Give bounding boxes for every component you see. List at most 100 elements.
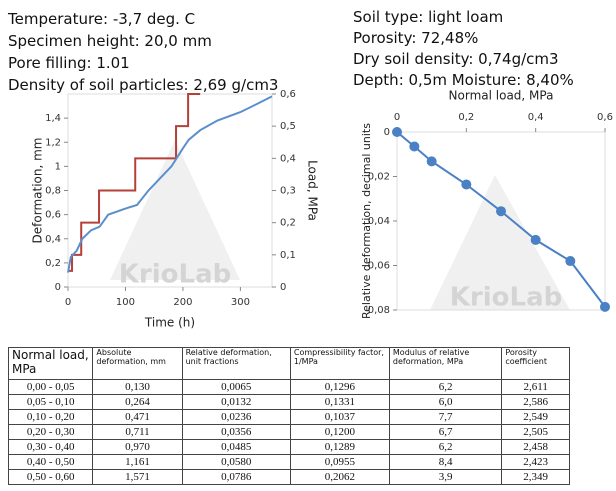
table-cell: 0,0236 — [181, 409, 291, 425]
x-tick-label: 0 — [394, 112, 400, 123]
table-cell: 0,471 — [92, 409, 183, 425]
info-line: Pore filling: 1.01 — [8, 54, 130, 72]
info-line: Depth: 0,5m Moisture: 8,40% — [353, 71, 574, 89]
charts: Temperature: -3,7 deg. C Specimen height:… — [7, 8, 613, 330]
table-cell: 0,30 - 0,40 — [7, 439, 94, 455]
table-cell: 0,50 - 0,60 — [7, 469, 94, 485]
y2-tick-label: 0,5 — [280, 121, 296, 132]
table-cell: 2,611 — [501, 379, 570, 395]
table-cell: 0,1037 — [289, 409, 390, 425]
table-row: 0,50 - 0,60 1,571 0,0786 0,2062 3,9 2,349 — [7, 469, 570, 485]
table-cell: 0,711 — [92, 424, 183, 440]
point — [409, 141, 420, 152]
column-header: Porosity coefficient — [501, 347, 570, 380]
y2-tick-label: 0,2 — [280, 218, 296, 229]
table-cell: 0,00 - 0,05 — [7, 379, 94, 395]
series-line — [67, 95, 273, 273]
table-cell: 0,20 - 0,30 — [7, 424, 94, 440]
y-tick-label: 0,8 — [45, 186, 61, 197]
y-tick-label: 1,4 — [45, 113, 61, 124]
y-axis-label: Deformation, mm — [31, 138, 45, 244]
table-cell: 0,0065 — [181, 379, 291, 395]
y-axis-label: Relative deformation, decimal units — [360, 123, 373, 319]
column-header: Modulus of relative deformation, MPa — [388, 347, 503, 380]
y-tick-label: 0,06 — [368, 261, 390, 272]
table-row: 0,05 - 0,10 0,264 0,0132 0,1331 6,0 2,586 — [7, 394, 570, 410]
info-line: Dry soil density: 0,74g/cm3 — [353, 50, 559, 68]
y-tick-label: 0,2 — [45, 258, 61, 269]
table-cell: 3,9 — [388, 469, 503, 485]
watermark-shape — [110, 140, 240, 280]
y-tick-label: 0 — [55, 282, 61, 293]
table-cell: 6,2 — [388, 379, 503, 395]
point — [565, 256, 576, 267]
y2-tick-label: 0,6 — [280, 89, 296, 100]
table-cell: 1,571 — [92, 469, 183, 485]
table-cell: 0,1289 — [289, 439, 390, 455]
table-cell: 0,1296 — [289, 379, 390, 395]
table-row: 0,00 - 0,05 0,130 0,0065 0,1296 6,2 2,611 — [7, 379, 570, 395]
column-header: Normal load, MPa — [7, 347, 94, 380]
point — [600, 301, 610, 312]
info-line: Porosity: 72,48% — [353, 29, 478, 47]
x-axis-label: Normal load, MPa — [449, 89, 554, 103]
y2-axis-label: Load, MPa — [306, 160, 320, 221]
table-cell: 0,0132 — [181, 394, 291, 410]
y2-tick-label: 0,1 — [280, 250, 296, 261]
table-cell: 0,10 - 0,20 — [7, 409, 94, 425]
table-cell: 2,505 — [501, 424, 570, 440]
info-line: Temperature: -3,7 deg. C — [7, 10, 195, 28]
column-header: Relative deformation, unit fractions — [181, 347, 291, 380]
x-tick-label: 0,4 — [528, 112, 544, 123]
table-cell: 2,423 — [501, 454, 570, 470]
info-line: Density of soil particles: 2,69 g/cm3 — [8, 76, 278, 94]
table-cell: 2,549 — [501, 409, 570, 425]
table-cell: 0,970 — [92, 439, 183, 455]
table-cell: 6,7 — [388, 424, 503, 440]
table-cell: 0,130 — [92, 379, 183, 395]
watermark: KrioLab — [450, 283, 562, 313]
info-line: Soil type: light loam — [353, 8, 503, 26]
table-cell: 0,2062 — [289, 469, 390, 485]
point — [461, 179, 472, 190]
point — [496, 206, 506, 217]
table-row: 0,20 - 0,30 0,711 0,0356 0,1200 6,7 2,505 — [7, 424, 570, 440]
table-cell: 0,0356 — [181, 424, 291, 440]
data-table: Normal load, MPa Absolute deformation, mm… — [7, 347, 570, 485]
y-tick-label: 0,6 — [45, 210, 61, 221]
column-header: Absolute deformation, mm — [92, 347, 183, 380]
table-row: 0,30 - 0,40 0,970 0,0485 0,1289 6,2 2,458 — [7, 439, 570, 455]
table-cell: 1,161 — [92, 454, 183, 470]
table-cell: 7,7 — [388, 409, 503, 425]
x-axis-label: Time (h) — [144, 316, 195, 330]
table-cell: 0,0580 — [181, 454, 291, 470]
x-tick-label: 0,2 — [458, 112, 474, 123]
table-cell: 0,05 - 0,10 — [7, 394, 94, 410]
table-cell: 6,2 — [388, 439, 503, 455]
info-line: Specimen height: 20,0 mm — [8, 32, 212, 50]
table-cell: 0,1331 — [289, 394, 390, 410]
point — [392, 127, 402, 137]
y2-tick-label: 0,3 — [280, 186, 296, 197]
watermark-shape — [430, 175, 570, 310]
column-header: Compressibility factor, 1/MPa — [289, 347, 390, 380]
table-cell: 8,4 — [388, 454, 503, 470]
table-cell: 0,264 — [92, 394, 183, 410]
x-tick-label: 300 — [231, 297, 250, 308]
table-cell: 0,40 - 0,50 — [7, 454, 94, 470]
table-cell: 2,586 — [501, 394, 570, 410]
table-cell: 6,0 — [388, 394, 503, 410]
y-tick-label: 0,02 — [368, 172, 390, 183]
y-tick-label: 0,08 — [368, 305, 390, 316]
y-tick-label: 0,04 — [368, 216, 390, 227]
x-tick-label: 100 — [116, 297, 135, 308]
table-cell: 0,0786 — [181, 469, 291, 485]
table-cell: 0,0955 — [289, 454, 390, 470]
point — [426, 156, 437, 167]
y2-tick-label: 0 — [280, 282, 286, 293]
x-tick-label: 0 — [65, 297, 71, 308]
table-cell: 2,458 — [501, 439, 570, 455]
table-cell: 2,349 — [501, 469, 570, 485]
table-row: 0,40 - 0,50 1,161 0,0580 0,0955 8,4 2,423 — [7, 454, 570, 470]
